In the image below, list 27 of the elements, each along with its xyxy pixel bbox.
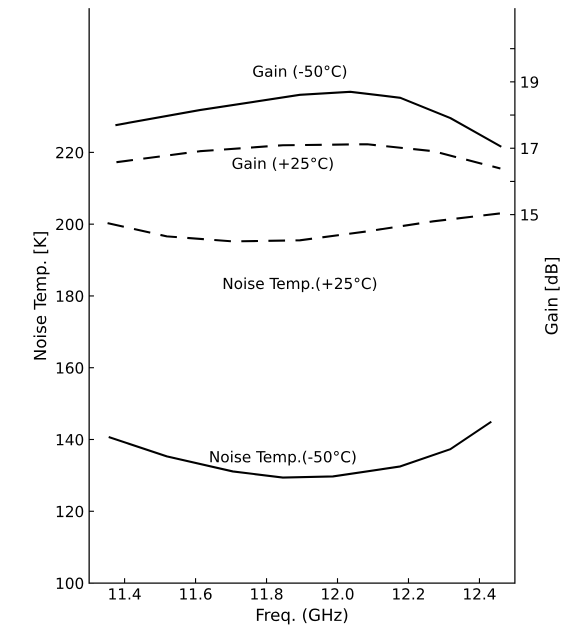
y2-axis-title: Gain [dB]: [544, 258, 560, 334]
y-tick-label: 160: [56, 362, 84, 374]
line-series: [115, 143, 502, 170]
x-tick-label: 12.2: [393, 588, 424, 600]
y-tick-label: 180: [56, 290, 84, 302]
x-tick-label: 12.4: [464, 588, 496, 600]
line-series: [108, 421, 492, 479]
text: Noise Temp.(+25°C): [224, 277, 376, 292]
y2-tick-label: 19: [521, 76, 538, 88]
y-tick-label: 140: [56, 434, 84, 446]
y-tick-label: 120: [56, 506, 84, 518]
series-label: Gain (-50°C): [253, 65, 346, 79]
y2-tick-label: 17: [521, 142, 538, 154]
y2-tick-label: 15: [521, 209, 538, 221]
y-tick-label: 200: [56, 218, 84, 230]
line-series: [115, 90, 502, 148]
y-axis-title: Noise Temp. [K]: [33, 232, 50, 360]
line-series: [106, 212, 502, 242]
series-label: Noise Temp.(-50°C): [210, 450, 356, 466]
x-tick-label: 11.4: [109, 588, 141, 600]
x-axis-title: Freq. (GHz): [256, 608, 348, 624]
x-tick-label: 11.6: [180, 588, 212, 600]
x-tick-label: 11.8: [251, 588, 282, 600]
x-tick-label: 12.0: [322, 588, 354, 600]
y-tick-label: 100: [56, 578, 84, 590]
y-tick-label: 220: [56, 146, 84, 158]
series-label: Gain (+25°C): [232, 157, 333, 171]
